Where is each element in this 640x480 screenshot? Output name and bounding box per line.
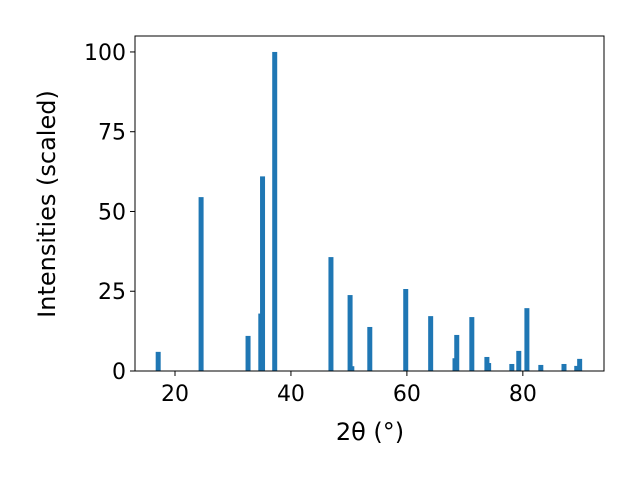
bar: [260, 176, 266, 371]
x-tick-label: 60: [393, 382, 421, 407]
x-tick-label: 80: [509, 382, 537, 407]
bar: [428, 316, 434, 371]
bar: [561, 363, 567, 371]
bar: [469, 317, 475, 371]
bar: [577, 358, 583, 371]
bar: [367, 326, 373, 371]
x-tick-label: 40: [277, 382, 305, 407]
bar: [245, 335, 251, 371]
y-tick-label: 0: [112, 360, 126, 385]
bar: [574, 365, 580, 371]
y-axis-label: Intensities (scaled): [33, 90, 61, 318]
x-axis-label: 2θ (°): [336, 418, 404, 446]
bar: [328, 257, 334, 371]
bar: [198, 197, 204, 371]
bar: [538, 364, 544, 371]
bar: [454, 334, 460, 371]
bar: [524, 308, 530, 371]
x-tick-label: 20: [161, 382, 189, 407]
y-tick-label: 50: [98, 200, 126, 225]
y-tick-label: 75: [98, 121, 126, 146]
bar: [403, 289, 409, 371]
bar: [347, 295, 353, 371]
y-tick-label: 100: [84, 41, 126, 66]
bar: [349, 366, 355, 371]
y-tick-label: 25: [98, 280, 126, 305]
plot-frame: [134, 35, 605, 372]
bar: [272, 51, 278, 371]
bar: [486, 363, 492, 371]
bar: [516, 350, 522, 371]
bar: [509, 363, 515, 371]
bar: [155, 351, 161, 371]
